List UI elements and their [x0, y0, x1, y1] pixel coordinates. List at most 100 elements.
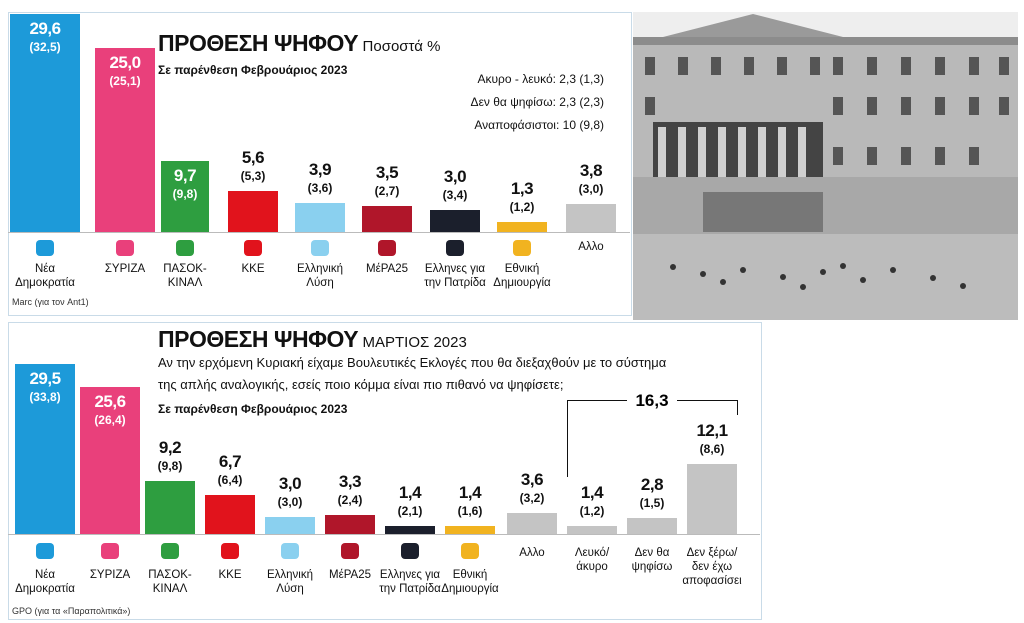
previous-label: (3,4)	[442, 187, 468, 202]
category-label: ΚΚΕ	[218, 569, 242, 581]
value-label: 29,5	[29, 369, 61, 389]
category-label: ΣΥΡΙΖΑ	[104, 263, 146, 275]
category-label: ΜέΡΑ25	[329, 569, 371, 581]
category-label: ΠΑΣΟΚ-ΚΙΝΑΛ	[163, 263, 207, 289]
bar	[497, 222, 547, 232]
value-label: 1,3	[510, 179, 534, 199]
value-label: 3,5	[375, 163, 399, 183]
source: GPO (για τα «Παραπολιτικά»)	[12, 606, 131, 616]
previous-label: (33,8)	[29, 390, 61, 405]
category-label: Ελληνες για την Πατρίδα	[379, 569, 441, 595]
previous-label: (9,8)	[172, 186, 198, 201]
value-label: 3,8	[579, 161, 603, 181]
previous-label: (2,4)	[337, 492, 363, 507]
party-logo	[341, 543, 359, 559]
photo	[633, 12, 1018, 320]
note: Δεν θα ψηφίσω: 2,3 (2,3)	[470, 95, 604, 109]
chart-title-1: ΠΡΟΘΕΣΗ ΨΗΦΟΥ Ποσοστά %	[158, 30, 440, 57]
bar	[145, 481, 195, 534]
group-total: 16,3	[627, 391, 677, 411]
bar	[325, 514, 375, 534]
question: Αν την ερχόμενη Κυριακή είχαμε Βουλευτικ…	[158, 355, 667, 370]
value-label: 12,1	[696, 421, 728, 441]
bar	[265, 516, 315, 534]
previous-label: (2,1)	[397, 503, 423, 518]
value-label: 25,6	[94, 391, 126, 411]
value-label: 3,0	[278, 473, 302, 493]
value-label: 5,6	[241, 147, 265, 167]
value-label: 3,0	[443, 166, 467, 186]
bracket	[737, 400, 738, 416]
previous-label: (1,2)	[509, 200, 535, 215]
value-label: 3,9	[308, 160, 332, 180]
title-note: ΜΑΡΤΙΟΣ 2023	[362, 334, 467, 351]
bar	[362, 206, 412, 232]
party-logo	[513, 240, 531, 256]
bar	[10, 14, 80, 232]
title: ΠΡΟΘΕΣΗ ΨΗΦΟΥ	[158, 30, 359, 56]
bar	[430, 209, 480, 232]
party-logo	[116, 240, 134, 256]
previous-label: (32,5)	[29, 40, 61, 55]
bar	[567, 525, 617, 534]
category-label: Εθνική Δημιουργία	[441, 569, 499, 595]
previous-label: (3,0)	[277, 494, 303, 509]
previous-label: (26,4)	[94, 412, 126, 427]
category-label: Νέα Δημοκρατία	[15, 569, 75, 595]
baseline	[8, 232, 630, 233]
bar	[507, 513, 557, 534]
previous-label: (2,7)	[374, 184, 400, 199]
party-logo	[461, 543, 479, 559]
note: Ακυρο - λευκό: 2,3 (1,3)	[477, 72, 604, 86]
subtitle: Σε παρένθεση Φεβρουάριος 2023	[158, 402, 348, 416]
party-logo	[401, 543, 419, 559]
category-label: Ελληνική Λύση	[266, 569, 314, 595]
party-logo	[281, 543, 299, 559]
previous-label: (1,6)	[457, 503, 483, 518]
title-note: Ποσοστά %	[362, 38, 441, 55]
bar	[627, 517, 677, 534]
bar	[95, 48, 155, 232]
note: Αναποφάσιστοι: 10 (9,8)	[474, 118, 604, 132]
bar	[445, 525, 495, 534]
category-label: Αλλο	[578, 241, 604, 253]
previous-label: (1,2)	[579, 503, 605, 518]
value-label: 25,0	[109, 53, 141, 72]
previous-label: (1,5)	[639, 495, 665, 510]
bar	[161, 160, 209, 232]
baseline	[8, 534, 760, 535]
chart-title-2: ΠΡΟΘΕΣΗ ΨΗΦΟΥ ΜΑΡΤΙΟΣ 2023	[158, 326, 467, 353]
value-label: 6,7	[218, 452, 242, 472]
bar	[228, 190, 278, 232]
previous-label: (9,8)	[157, 459, 183, 473]
bar	[385, 525, 435, 534]
category-label: ΣΥΡΙΖΑ	[89, 569, 131, 581]
bar	[566, 204, 616, 232]
previous-label: (5,3)	[240, 168, 266, 183]
category-label: Ελληνες για την Πατρίδα	[424, 263, 486, 289]
value-label: 3,6	[520, 470, 544, 490]
question: της απλής αναλογικής, εσείς ποιο κόμμα ε…	[158, 377, 564, 392]
category-label: ΜέΡΑ25	[366, 263, 408, 275]
party-logo	[446, 240, 464, 256]
previous-label: (3,0)	[578, 182, 604, 197]
party-logo	[244, 240, 262, 256]
party-logo	[311, 240, 329, 256]
value-label: 9,2	[158, 438, 182, 457]
title: ΠΡΟΘΕΣΗ ΨΗΦΟΥ	[158, 326, 359, 352]
category-label: Δεν θα ψηφίσω	[631, 547, 673, 573]
previous-label: (3,6)	[307, 181, 333, 196]
party-logo	[378, 240, 396, 256]
value-label: 9,7	[173, 165, 197, 185]
bar	[205, 495, 255, 534]
value-label: 29,6	[29, 19, 61, 39]
category-label: Δεν ξέρω/ δεν έχω αποφασίσει	[682, 547, 742, 587]
category-label: Λευκό/ άκυρο	[574, 547, 610, 573]
value-label: 3,3	[338, 471, 362, 491]
value-label: 1,4	[580, 482, 604, 502]
party-logo	[101, 543, 119, 559]
category-label: Νέα Δημοκρατία	[15, 263, 75, 289]
previous-label: (6,4)	[217, 473, 243, 488]
bracket	[567, 400, 568, 477]
